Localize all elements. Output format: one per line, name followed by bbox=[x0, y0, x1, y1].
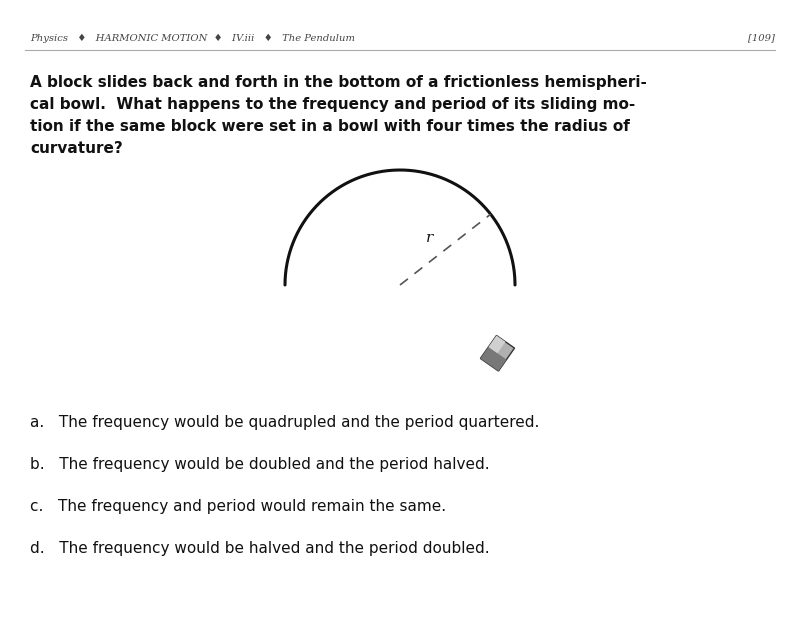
Polygon shape bbox=[481, 347, 506, 371]
Text: d.   The frequency would be halved and the period doubled.: d. The frequency would be halved and the… bbox=[30, 541, 490, 556]
Text: a.   The frequency would be quadrupled and the period quartered.: a. The frequency would be quadrupled and… bbox=[30, 415, 539, 430]
Text: Physics   ♦   HARMONIC MOTION  ♦   IV.iii   ♦   The Pendulum: Physics ♦ HARMONIC MOTION ♦ IV.iii ♦ The… bbox=[30, 33, 355, 43]
Text: [109]: [109] bbox=[748, 33, 775, 43]
Text: r: r bbox=[426, 231, 434, 245]
Text: b.   The frequency would be doubled and the period halved.: b. The frequency would be doubled and th… bbox=[30, 457, 490, 472]
Text: c.   The frequency and period would remain the same.: c. The frequency and period would remain… bbox=[30, 499, 446, 514]
Text: curvature?: curvature? bbox=[30, 141, 122, 156]
Text: tion if the same block were set in a bowl with four times the radius of: tion if the same block were set in a bow… bbox=[30, 119, 630, 134]
Polygon shape bbox=[481, 336, 514, 371]
Polygon shape bbox=[489, 336, 506, 354]
Text: A block slides back and forth in the bottom of a frictionless hemispheri-: A block slides back and forth in the bot… bbox=[30, 75, 647, 90]
Text: cal bowl.  What happens to the frequency and period of its sliding mo-: cal bowl. What happens to the frequency … bbox=[30, 97, 635, 112]
